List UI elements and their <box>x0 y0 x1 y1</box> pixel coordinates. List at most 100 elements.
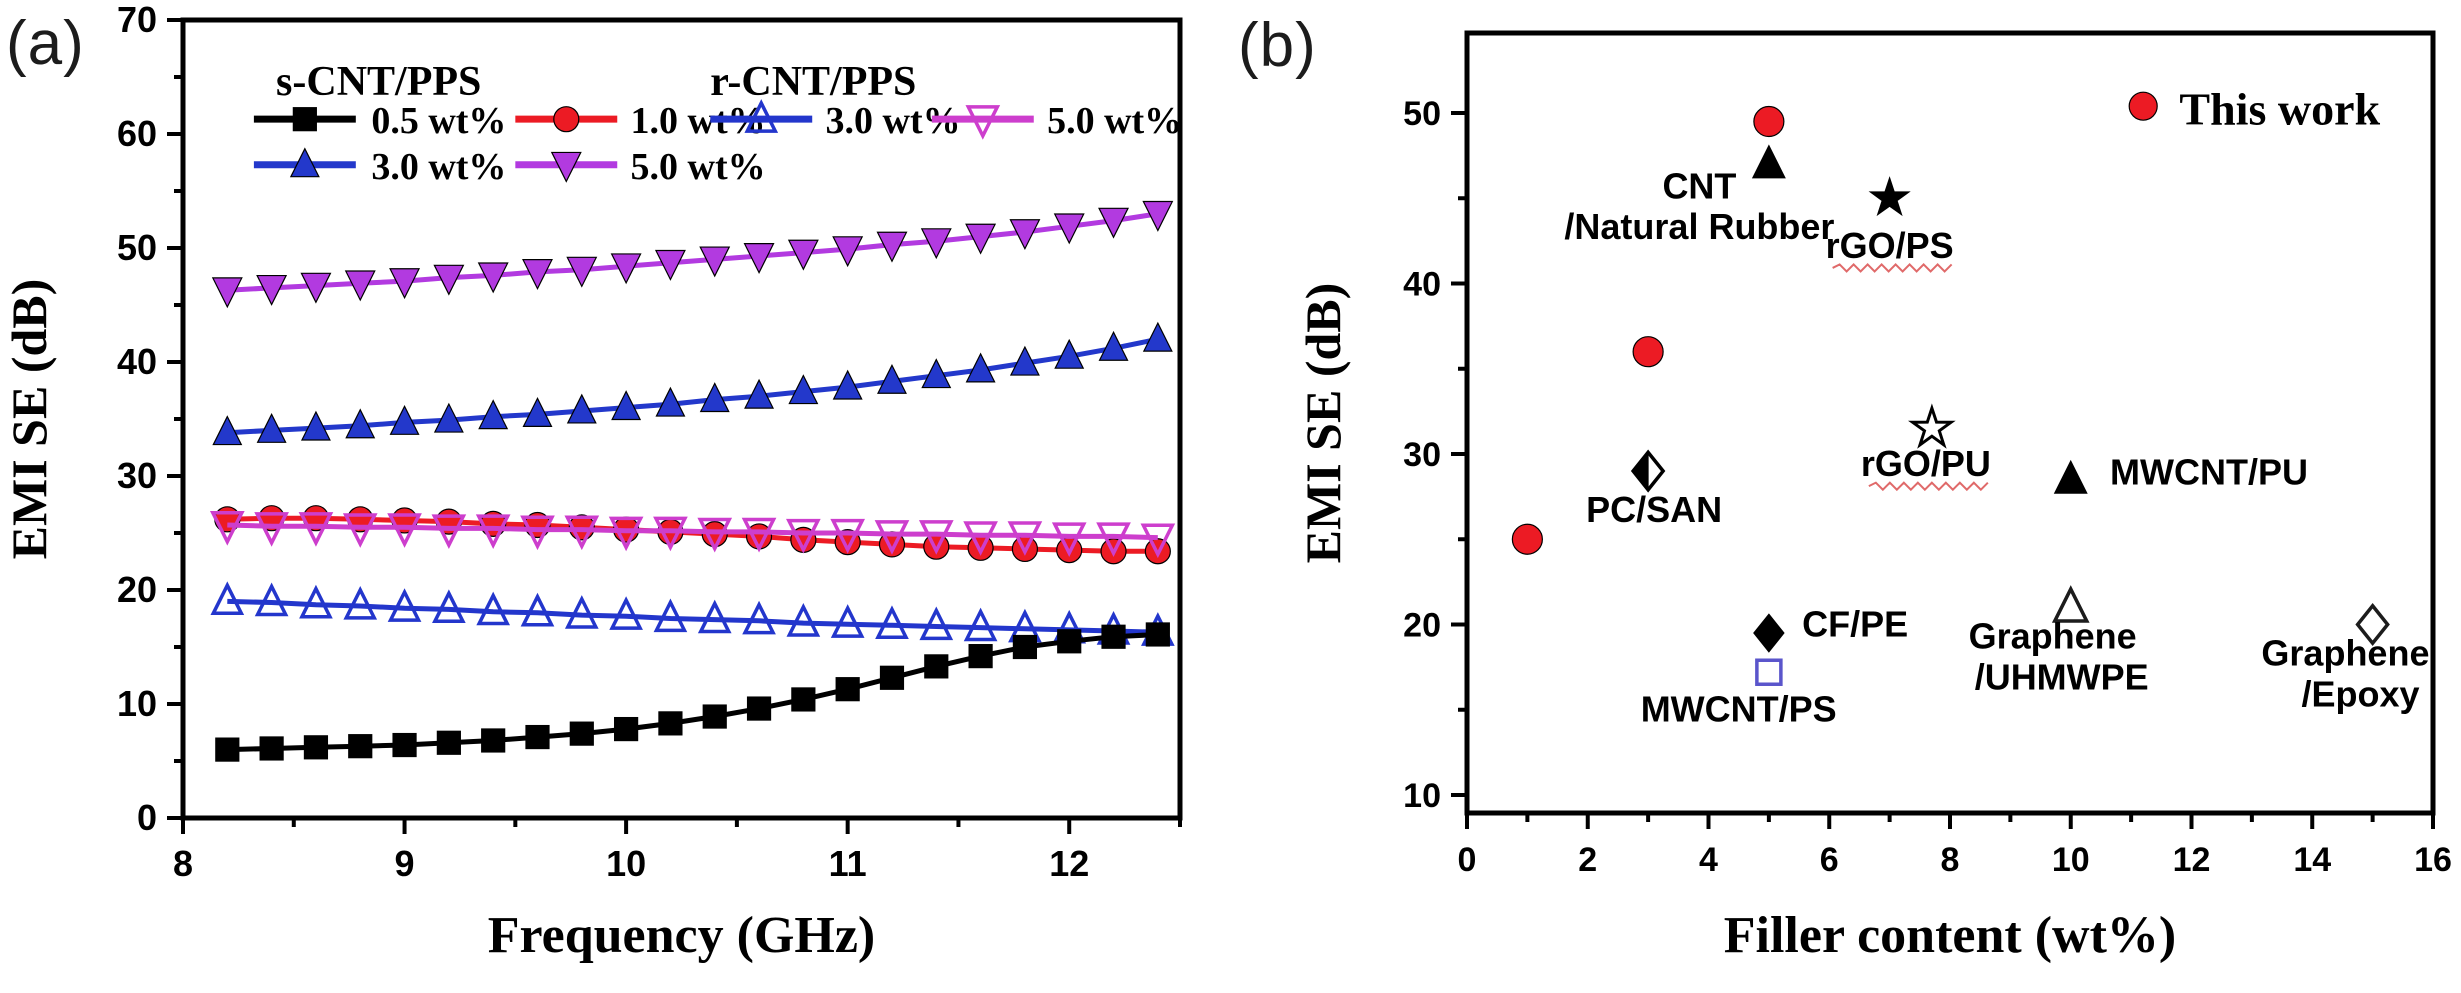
x-tick-label: 12 <box>2173 841 2211 879</box>
series-marker-s-cnt-pps-5-0-wt <box>654 249 686 281</box>
series-marker-s-cnt-pps-5-0-wt <box>610 253 642 285</box>
y-tick-label: 40 <box>117 341 157 382</box>
series-marker-s-cnt-pps-3-0-wt <box>965 352 996 383</box>
series-s-cnt-pps-3-0-wt <box>212 321 1173 446</box>
series-marker-s-cnt-pps-5-0-wt <box>211 277 243 309</box>
panel-b-ylabel: EMI SE (dB) <box>1295 283 1351 564</box>
x-tick-label: 11 <box>829 843 867 884</box>
series-marker-s-cnt-pps-3-0-wt <box>699 382 730 413</box>
series-marker-s-cnt-pps-5-0-wt <box>566 256 598 288</box>
series-marker-s-cnt-pps-0-5-wt <box>791 687 816 712</box>
series-marker-s-cnt-pps-0-5-wt <box>1057 629 1082 654</box>
series-marker-r-cnt-pps-5-0-wt <box>209 510 245 546</box>
series-r-cnt-pps-5-0-wt <box>209 510 1176 559</box>
point-label-rgo-ps: rGO/PS <box>1826 225 1954 266</box>
series-marker-s-cnt-pps-5-0-wt <box>965 223 997 255</box>
series-marker-s-cnt-pps-0-5-wt <box>303 735 329 760</box>
point-label-mwcnt-pu: MWCNT/PU <box>2110 452 2308 493</box>
point-label-graphene-uhmwpe: /UHMWPE <box>1975 656 2149 697</box>
y-tick-label: 0 <box>137 797 157 838</box>
series-marker-s-cnt-pps-3-0-wt <box>832 369 863 400</box>
series-marker-s-cnt-pps-5-0-wt <box>1009 219 1041 251</box>
series-marker-r-cnt-pps-3-0-wt <box>875 605 909 639</box>
point-marker-this-work-3 <box>1753 105 1785 138</box>
series-marker-s-cnt-pps-0-5-wt <box>1101 624 1126 649</box>
series-marker-r-cnt-pps-5-0-wt <box>342 513 378 548</box>
series-line-r-cnt-pps-5-0-wt <box>227 522 1158 541</box>
point-marker-cnt-natural-rubber <box>1751 144 1786 179</box>
series-marker-s-cnt-pps-5-0-wt <box>787 239 819 271</box>
spellcheck-squiggle <box>1832 263 1953 273</box>
series-marker-s-cnt-pps-5-0-wt <box>256 274 288 306</box>
series-marker-s-cnt-pps-5-0-wt <box>1053 213 1085 245</box>
series-marker-r-cnt-pps-5-0-wt <box>564 515 600 551</box>
y-tick-label: 30 <box>117 455 157 496</box>
series-marker-r-cnt-pps-3-0-wt <box>830 604 865 638</box>
series-marker-s-cnt-pps-0-5-wt <box>702 704 727 729</box>
panel-a-label: (a) <box>6 9 85 78</box>
series-s-cnt-pps-5-0-wt <box>211 200 1174 309</box>
point-label-rgo-pu: rGO/PU <box>1861 443 1991 484</box>
series-marker-r-cnt-pps-5-0-wt <box>653 516 688 552</box>
point-cf-pe: CF/PE <box>1753 603 1908 653</box>
series-marker-s-cnt-pps-5-0-wt <box>699 246 731 278</box>
point-mwcnt-pu: MWCNT/PU <box>2053 452 2308 494</box>
series-s-cnt-pps-0-5-wt <box>215 622 1170 762</box>
series-marker-s-cnt-pps-3-0-wt <box>921 358 952 389</box>
point-marker-graphene-epoxy <box>2355 602 2390 647</box>
panel-b-xlabel: Filler content (wt%) <box>1724 907 2176 964</box>
series-marker-s-cnt-pps-3-0-wt <box>1098 330 1129 361</box>
point-label-graphene-epoxy: /Epoxy <box>2302 673 2420 714</box>
point-marker-graphene-uhmwpe <box>2051 585 2090 623</box>
series-marker-r-cnt-pps-5-0-wt <box>520 515 555 551</box>
point-label-mwcnt-ps: MWCNT/PS <box>1641 689 1837 730</box>
x-tick-label: 8 <box>173 843 193 884</box>
point-label-graphene-uhmwpe: Graphene <box>1969 615 2137 656</box>
series-marker-s-cnt-pps-0-5-wt <box>614 716 639 742</box>
series-marker-r-cnt-pps-5-0-wt <box>254 512 289 547</box>
series-marker-s-cnt-pps-0-5-wt <box>658 711 683 736</box>
point-rgo-pu: rGO/PU <box>1861 403 1991 492</box>
x-tick-label: 12 <box>1049 843 1089 884</box>
series-marker-s-cnt-pps-5-0-wt <box>477 262 509 294</box>
series-marker-s-cnt-pps-5-0-wt <box>920 228 952 260</box>
x-tick-label: 10 <box>606 843 646 884</box>
series-marker-r-cnt-pps-3-0-wt <box>697 599 732 634</box>
series-marker-s-cnt-pps-3-0-wt <box>877 363 907 394</box>
series-marker-s-cnt-pps-3-0-wt <box>1054 338 1085 369</box>
point-label-cnt-natural-rubber: CNT <box>1662 165 1736 206</box>
point-marker-mwcnt-pu <box>2053 459 2088 494</box>
x-tick-label: 4 <box>1699 841 1718 879</box>
y-tick-label: 30 <box>1403 436 1441 474</box>
series-marker-r-cnt-pps-5-0-wt <box>387 513 422 548</box>
series-line-s-cnt-pps-0-5-wt <box>227 632 1158 753</box>
x-tick-label: 2 <box>1578 841 1597 879</box>
series-marker-s-cnt-pps-5-0-wt <box>522 259 553 290</box>
series-marker-s-cnt-pps-5-0-wt <box>1098 207 1130 239</box>
series-marker-r-cnt-pps-5-0-wt <box>1140 523 1176 559</box>
legend-marker <box>553 106 580 133</box>
series-marker-s-cnt-pps-0-5-wt <box>1012 634 1038 660</box>
legend-group-r-cnt-pps: r-CNT/PPS <box>710 59 916 105</box>
series-marker-s-cnt-pps-0-5-wt <box>392 732 417 758</box>
spellcheck-squiggle <box>1868 481 1989 492</box>
series-marker-s-cnt-pps-0-5-wt <box>436 730 461 755</box>
point-marker-mwcnt-ps <box>1755 658 1783 686</box>
series-marker-s-cnt-pps-1-0-wt <box>923 533 950 560</box>
series-marker-r-cnt-pps-5-0-wt <box>608 516 644 552</box>
y-tick-label: 20 <box>117 569 157 610</box>
series-marker-r-cnt-pps-3-0-wt <box>786 603 821 637</box>
panel-b-label: (b) <box>1238 11 1317 80</box>
legend-label: 0.5 wt% <box>371 100 506 142</box>
series-marker-s-cnt-pps-3-0-wt <box>212 415 243 446</box>
point-mwcnt-ps: MWCNT/PS <box>1641 658 1837 730</box>
series-marker-r-cnt-pps-3-0-wt <box>919 606 954 641</box>
series-marker-r-cnt-pps-5-0-wt <box>1007 521 1043 556</box>
point-graphene-uhmwpe: Graphene/UHMWPE <box>1969 585 2149 697</box>
point-graphene-epoxy: Graphene/Epoxy <box>2261 602 2429 714</box>
x-tick-label: 10 <box>2052 841 2090 879</box>
point-marker-this-work-1 <box>1511 523 1543 555</box>
point-cnt-natural-rubber: CNT/Natural Rubber <box>1564 144 1834 247</box>
series-marker-r-cnt-pps-5-0-wt <box>830 518 865 554</box>
point-marker-this-work-2 <box>1632 336 1664 368</box>
